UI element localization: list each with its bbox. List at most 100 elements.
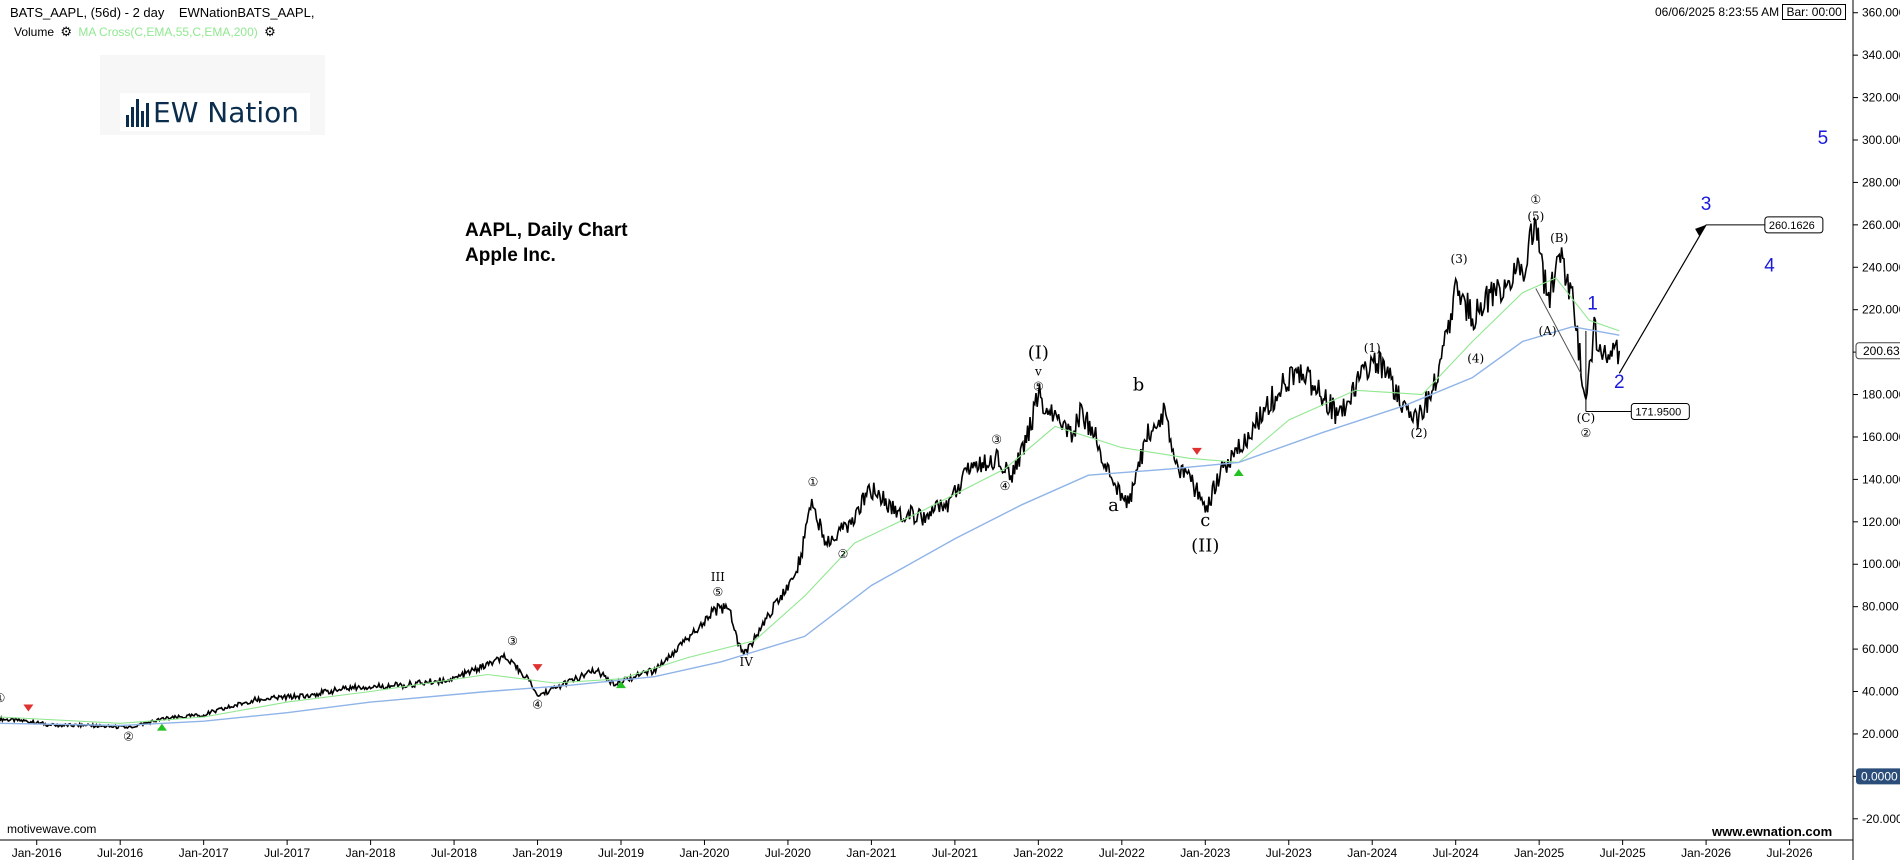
y-tick-label: 360.000 <box>1862 6 1900 20</box>
x-tick-label: Jul-2017 <box>264 846 310 860</box>
logo: EW Nation <box>100 55 325 135</box>
y-tick-label: 20.000 <box>1862 727 1899 741</box>
series-line-ema55 <box>0 277 1620 724</box>
wave-label: c <box>1200 510 1210 531</box>
x-tick-label: Jul-2022 <box>1099 846 1145 860</box>
projected-wave-label: 5 <box>1818 128 1829 149</box>
x-tick-label: Jan-2017 <box>179 846 229 860</box>
zero-price-box <box>1856 768 1900 785</box>
level-box <box>1630 403 1690 421</box>
x-tick-label: Jul-2023 <box>1266 846 1312 860</box>
level-label: 171.9500 <box>1635 407 1681 419</box>
x-tick-label: Jan-2018 <box>346 846 396 860</box>
series-line-price <box>0 216 1621 730</box>
y-tick-label: 0.0000 <box>1861 769 1898 783</box>
bar-timer: Bar: 00:00 <box>1782 4 1846 20</box>
x-tick-label: Jan-2025 <box>1514 846 1564 860</box>
wave-label: ① <box>1530 193 1541 207</box>
series-line-ema200 <box>0 325 1620 727</box>
wave-label: IV <box>740 655 754 669</box>
wave-label: (I) <box>1028 342 1049 363</box>
wave-label: ② <box>123 729 134 743</box>
projected-wave-label: 4 <box>1764 256 1775 277</box>
x-tick-label: Jan-2021 <box>846 846 896 860</box>
gear-icon[interactable]: ⚙ <box>60 24 73 39</box>
wave-label: (II) <box>1191 536 1219 557</box>
y-tick-label: -20.000 <box>1862 812 1900 826</box>
logo-text: EW Nation <box>153 95 300 129</box>
volume-label: Volume <box>14 25 55 39</box>
study-label: EWNationBATS_AAPL, <box>178 5 315 20</box>
sell-signal-icon <box>532 664 543 672</box>
y-tick-label: 220.000 <box>1862 303 1900 317</box>
sell-signal-icon <box>1191 447 1202 455</box>
y-tick-label: 280.000 <box>1862 175 1900 189</box>
wave-label: ④ <box>1000 479 1011 493</box>
x-tick-label: Jan-2016 <box>12 846 62 860</box>
wave-label: ⑤ <box>1033 379 1044 393</box>
logo-bars-icon <box>126 97 149 127</box>
x-tick-label: Jul-2025 <box>1600 846 1646 860</box>
legend-row: Volume ⚙ MA Cross(C,EMA,55,C,EMA,200) ⚙ <box>14 24 279 40</box>
chart-title: AAPL, Daily Chart Apple Inc. <box>465 218 628 268</box>
wave-label: (C) <box>1577 411 1596 425</box>
y-tick-label: 180.000 <box>1862 388 1900 402</box>
wave-label: (B) <box>1550 231 1568 245</box>
y-tick-label: 40.000 <box>1862 685 1899 699</box>
footer-right: www.ewnation.com <box>1712 824 1833 839</box>
x-tick-label: Jan-2020 <box>679 846 729 860</box>
wave-label: (A) <box>1538 324 1556 338</box>
wave-label: ③ <box>507 634 518 648</box>
projected-wave-label: 3 <box>1701 194 1712 215</box>
x-tick-label: Jan-2024 <box>1347 846 1397 860</box>
level-label: 260.1626 <box>1769 220 1815 232</box>
y-tick-label: 340.000 <box>1862 48 1900 62</box>
wave-label: a <box>1108 495 1119 516</box>
gear-icon[interactable]: ⚙ <box>264 24 276 39</box>
last-price-label: 200.63 <box>1863 344 1900 358</box>
wave-label: ③ <box>991 432 1002 446</box>
ma-cross-label: MA Cross(C,EMA,55,C,EMA,200) <box>78 25 258 39</box>
wave-label: ② <box>838 547 849 561</box>
channel-line <box>1535 288 1582 374</box>
wave-label: (5) <box>1527 210 1544 224</box>
y-tick-label: 240.000 <box>1862 260 1900 274</box>
projected-wave-label: 1 <box>1587 294 1598 315</box>
x-tick-label: Jul-2021 <box>932 846 978 860</box>
footer-left: motivewave.com <box>7 822 97 836</box>
buy-signal-icon <box>616 681 627 689</box>
sell-signal-icon <box>23 704 34 712</box>
wave-label: ① <box>0 691 5 705</box>
wave-label: b <box>1133 374 1145 395</box>
wave-label: (1) <box>1364 341 1381 355</box>
y-tick-label: 320.000 <box>1862 91 1900 105</box>
wave-label: (4) <box>1467 352 1484 366</box>
buy-signal-icon <box>156 723 167 731</box>
timestamp: 06/06/2025 8:23:55 AM <box>1655 5 1780 19</box>
projected-wave-label: 2 <box>1614 372 1625 393</box>
x-tick-label: Jan-2022 <box>1013 846 1063 860</box>
last-price-box <box>1855 342 1900 360</box>
x-tick-label: Jan-2026 <box>1681 846 1731 860</box>
wave-label: III <box>711 570 725 584</box>
x-tick-label: Jan-2019 <box>513 846 563 860</box>
wave-label: ④ <box>532 697 543 711</box>
y-tick-label: 140.000 <box>1862 472 1900 486</box>
y-tick-label: 60.000 <box>1862 642 1899 656</box>
x-tick-label: Jul-2016 <box>97 846 143 860</box>
wave-label: (2) <box>1410 426 1427 440</box>
timestamp-area: 06/06/2025 8:23:55 AM Bar: 00:00 <box>1655 4 1846 20</box>
x-tick-label: Jul-2020 <box>765 846 811 860</box>
wave-label: v <box>1034 364 1042 378</box>
x-tick-label: Jul-2024 <box>1433 846 1479 860</box>
wave-label: ② <box>1581 426 1592 440</box>
chart-title-line1: AAPL, Daily Chart <box>465 220 628 241</box>
wave-label: (3) <box>1451 252 1468 266</box>
x-tick-label: Jul-2019 <box>598 846 644 860</box>
y-tick-label: 260.000 <box>1862 218 1900 232</box>
buy-signal-icon <box>1233 469 1244 477</box>
y-tick-label: 160.000 <box>1862 430 1900 444</box>
x-tick-label: Jan-2023 <box>1180 846 1230 860</box>
level-box <box>1764 216 1824 234</box>
